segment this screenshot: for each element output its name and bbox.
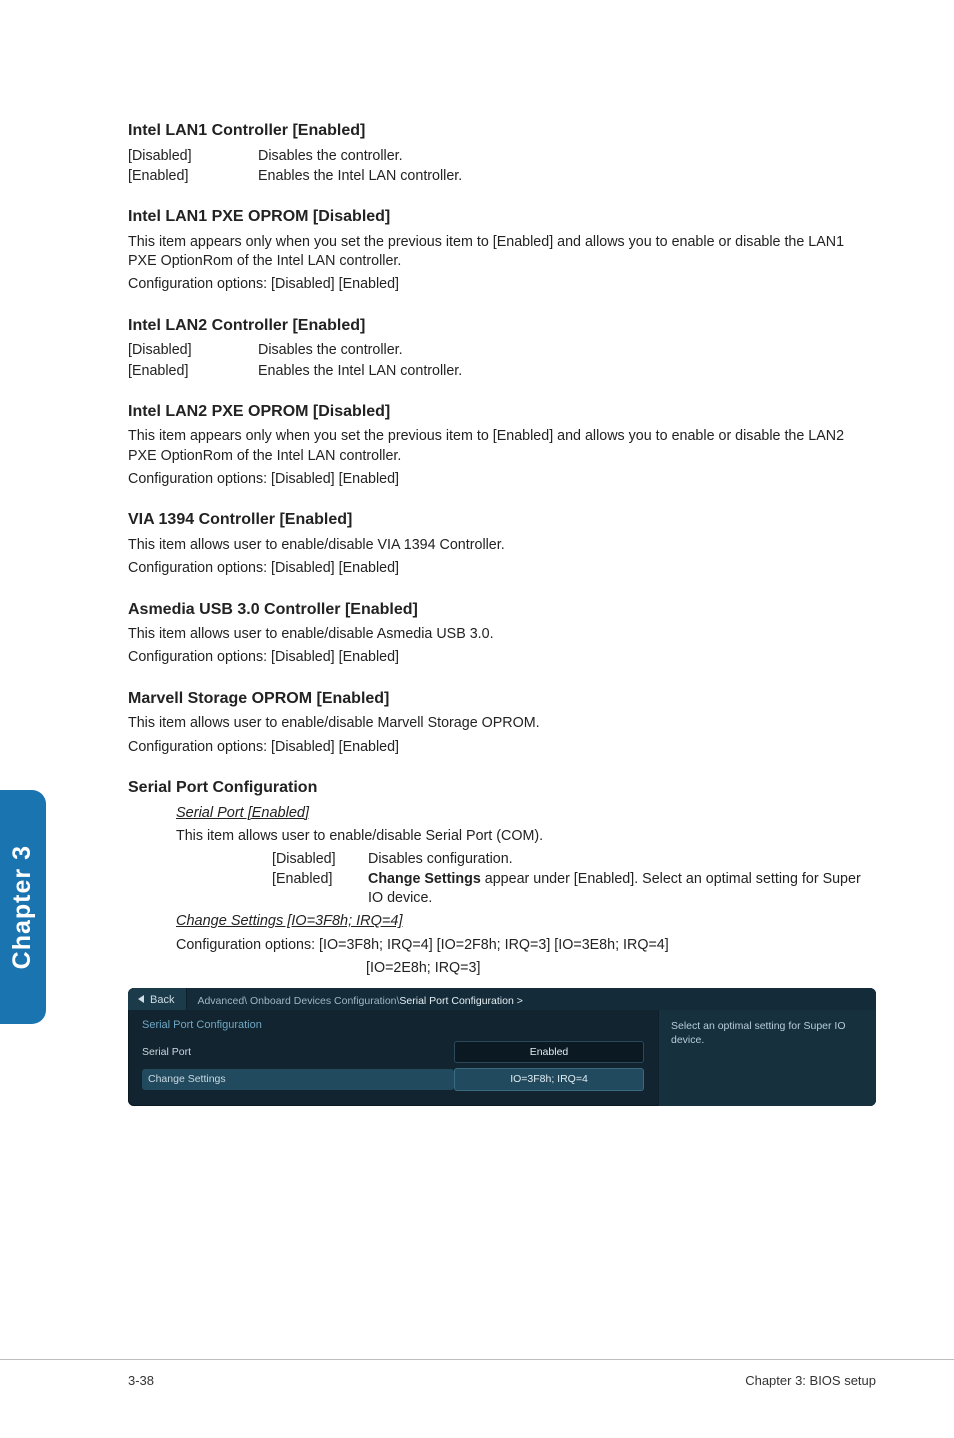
heading-lan2-pxe: Intel LAN2 PXE OPROM [Disabled] <box>128 401 876 423</box>
option-desc: Disables configuration. <box>368 850 876 869</box>
back-label: Back <box>150 993 174 1008</box>
body-text: Configuration options: [Disabled] [Enabl… <box>128 559 876 578</box>
breadcrumb-current: Serial Port Configuration > <box>399 994 522 1008</box>
option-key: [Disabled] <box>128 341 258 360</box>
arrow-left-icon <box>138 993 146 1008</box>
chapter-side-tab: Chapter 3 <box>0 790 46 1024</box>
subheading-change-settings: Change Settings [IO=3F8h; IRQ=4] <box>176 912 876 932</box>
bios-section-title: Serial Port Configuration <box>142 1018 644 1033</box>
page-footer: 3-38 Chapter 3: BIOS setup <box>0 1359 954 1390</box>
option-desc: Disables the controller. <box>258 341 876 360</box>
heading-via1394: VIA 1394 Controller [Enabled] <box>128 509 876 531</box>
body-text: This item allows user to enable/disable … <box>176 827 876 846</box>
bios-setting-row[interactable]: Change Settings IO=3F8h; IRQ=4 <box>142 1068 644 1090</box>
option-key: [Enabled] <box>128 167 258 186</box>
option-row: [Enabled] Enables the Intel LAN controll… <box>128 362 876 381</box>
option-key: [Disabled] <box>272 850 368 869</box>
body-text: Configuration options: [Disabled] [Enabl… <box>128 275 876 294</box>
option-row: [Disabled] Disables the controller. <box>128 341 876 360</box>
option-row: [Enabled] Change Settings appear under [… <box>272 870 876 909</box>
heading-asmedia: Asmedia USB 3.0 Controller [Enabled] <box>128 599 876 621</box>
bios-setting-label: Change Settings <box>142 1069 454 1089</box>
body-text: This item allows user to enable/disable … <box>128 625 876 644</box>
option-desc: Enables the Intel LAN controller. <box>258 362 876 381</box>
bios-help-pane: Select an optimal setting for Super IO d… <box>658 1010 876 1105</box>
heading-lan1-controller: Intel LAN1 Controller [Enabled] <box>128 120 876 142</box>
body-text: Configuration options: [Disabled] [Enabl… <box>128 738 876 757</box>
bios-setting-value[interactable]: IO=3F8h; IRQ=4 <box>454 1068 644 1090</box>
body-text: This item appears only when you set the … <box>128 427 876 466</box>
body-text: Configuration options: [IO=3F8h; IRQ=4] … <box>176 936 876 955</box>
body-text: This item allows user to enable/disable … <box>128 714 876 733</box>
breadcrumb-path: Advanced\ Onboard Devices Configuration\ <box>197 994 399 1008</box>
option-row: [Disabled] Disables the controller. <box>128 147 876 166</box>
option-key: [Disabled] <box>128 147 258 166</box>
page-number: 3-38 <box>128 1372 154 1390</box>
bios-help-text: Select an optimal setting for Super IO d… <box>671 1020 846 1046</box>
heading-serial-config: Serial Port Configuration <box>128 777 876 799</box>
body-text: This item allows user to enable/disable … <box>128 536 876 555</box>
body-text: Configuration options: [Disabled] [Enabl… <box>128 470 876 489</box>
body-text: Configuration options: [Disabled] [Enabl… <box>128 648 876 667</box>
body-text: [IO=2E8h; IRQ=3] <box>366 959 876 978</box>
option-desc: Change Settings appear under [Enabled]. … <box>368 870 876 909</box>
chapter-side-tab-label: Chapter 3 <box>6 845 40 969</box>
bios-header: Back Advanced\ Onboard Devices Configura… <box>128 988 876 1010</box>
option-key: [Enabled] <box>128 362 258 381</box>
bios-left-pane: Serial Port Configuration Serial Port En… <box>128 1010 658 1105</box>
heading-lan2-controller: Intel LAN2 Controller [Enabled] <box>128 315 876 337</box>
bios-setting-row[interactable]: Serial Port Enabled <box>142 1041 644 1063</box>
option-row: [Enabled] Enables the Intel LAN controll… <box>128 167 876 186</box>
back-button[interactable]: Back <box>128 988 187 1010</box>
heading-lan1-pxe: Intel LAN1 PXE OPROM [Disabled] <box>128 206 876 228</box>
footer-chapter: Chapter 3: BIOS setup <box>745 1372 876 1390</box>
bios-setting-label: Serial Port <box>142 1042 454 1062</box>
page: Chapter 3 Intel LAN1 Controller [Enabled… <box>0 0 954 1390</box>
breadcrumb: Advanced\ Onboard Devices Configuration\… <box>187 988 532 1010</box>
subheading-serial-port: Serial Port [Enabled] <box>176 804 876 824</box>
body-text: This item appears only when you set the … <box>128 233 876 272</box>
bold-text: Change Settings <box>368 871 481 887</box>
option-desc: Disables the controller. <box>258 147 876 166</box>
bios-panel: Back Advanced\ Onboard Devices Configura… <box>128 988 876 1105</box>
option-desc: Enables the Intel LAN controller. <box>258 167 876 186</box>
bios-setting-value[interactable]: Enabled <box>454 1041 644 1063</box>
option-key: [Enabled] <box>272 870 368 909</box>
heading-marvell: Marvell Storage OPROM [Enabled] <box>128 688 876 710</box>
option-row: [Disabled] Disables configuration. <box>272 850 876 869</box>
bios-body: Serial Port Configuration Serial Port En… <box>128 1010 876 1105</box>
